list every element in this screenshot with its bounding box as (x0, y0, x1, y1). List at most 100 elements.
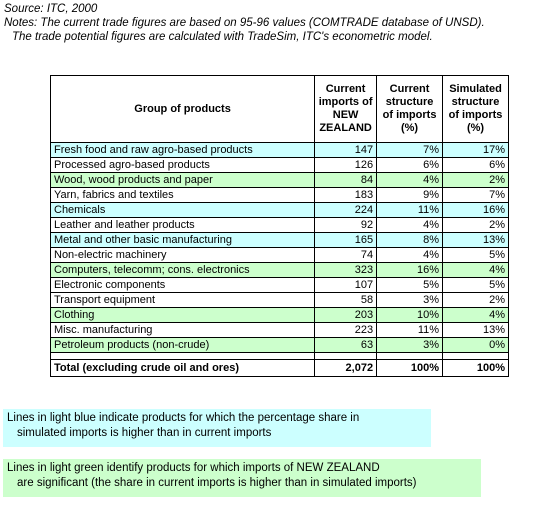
cell-current-share: 5% (376, 277, 444, 293)
cell-product-group: Misc. manufacturing (49, 322, 316, 338)
total-simulated-share: 100% (442, 359, 509, 377)
header-line: Current (389, 83, 430, 95)
header-current-imports: Current imports of NEW ZEALAND (314, 75, 378, 143)
cell-current-imports: 203 (314, 307, 378, 323)
header-line: Current (325, 83, 366, 95)
table-row: Transport equipment 58 3% 2% (49, 292, 509, 308)
cell-current-imports: 74 (314, 247, 378, 263)
cell-product-group: Fresh food and raw agro-based products (49, 142, 316, 158)
header-group-of-products: Group of products (49, 75, 316, 143)
cell-simulated-share: 4% (442, 262, 509, 278)
header-line: Simulated (449, 83, 502, 95)
cell-product-group: Metal and other basic manufacturing (49, 232, 316, 248)
cell-simulated-share: 2% (442, 172, 509, 188)
header-line: imports of (318, 96, 373, 108)
header-line: of imports (448, 109, 503, 121)
cell-current-imports: 58 (314, 292, 378, 308)
legend-blue-line-1: Lines in light blue indicate products fo… (7, 412, 360, 424)
table-row: Wood, wood products and paper 84 4% 2% (49, 172, 509, 188)
cell-simulated-share: 4% (442, 307, 509, 323)
cell-current-imports: 147 (314, 142, 378, 158)
header-line: ZEALAND (319, 122, 372, 134)
cell-simulated-share: 2% (442, 292, 509, 308)
cell-product-group: Wood, wood products and paper (49, 172, 316, 188)
cell-simulated-share: 7% (442, 187, 509, 203)
cell-product-group: Chemicals (49, 202, 316, 218)
cell-current-imports: 223 (314, 322, 378, 338)
legend-green: Lines in light green identify products f… (3, 459, 481, 497)
table-row: Chemicals 224 11% 16% (49, 202, 509, 218)
cell-product-group: Transport equipment (49, 292, 316, 308)
total-current-share: 100% (376, 359, 444, 377)
table-row: Fresh food and raw agro-based products 14… (49, 142, 509, 158)
cell-current-share: 4% (376, 247, 444, 263)
header-line: (%) (400, 122, 419, 134)
cell-product-group: Non-electric machinery (49, 247, 316, 263)
legend-blue-line-2: simulated imports is higher than in curr… (17, 427, 272, 439)
table-total-row: Total (excluding crude oil and ores) 2,0… (49, 359, 509, 377)
cell-current-imports: 183 (314, 187, 378, 203)
cell-simulated-share: 13% (442, 322, 509, 338)
cell-current-imports: 107 (314, 277, 378, 293)
legend-green-line-2: are significant (the share in current im… (17, 477, 417, 489)
table-spacer-row (49, 352, 509, 360)
table-body: Fresh food and raw agro-based products 14… (49, 142, 509, 353)
cell-product-group: Clothing (49, 307, 316, 323)
source-note: Source: ITC, 2000 (4, 3, 98, 15)
cell-product-group: Processed agro-based products (49, 157, 316, 173)
cell-current-imports: 323 (314, 262, 378, 278)
cell-product-group: Electronic components (49, 277, 316, 293)
cell-simulated-share: 6% (442, 157, 509, 173)
cell-current-imports: 92 (314, 217, 378, 233)
header-line: (%) (466, 122, 485, 134)
table-header-row: Group of products Current imports of NEW… (49, 75, 509, 143)
cell-current-share: 4% (376, 172, 444, 188)
cell-current-share: 9% (376, 187, 444, 203)
cell-product-group: Petroleum products (non-crude) (49, 337, 316, 353)
total-label: Total (excluding crude oil and ores) (49, 359, 316, 377)
notes-line-1: Notes: The current trade figures are bas… (4, 17, 485, 29)
header-current-structure: Current structure of imports (%) (376, 75, 444, 143)
cell-current-share: 16% (376, 262, 444, 278)
table-row: Clothing 203 10% 4% (49, 307, 509, 323)
header-line: structure (451, 96, 500, 108)
cell-current-share: 8% (376, 232, 444, 248)
cell-current-share: 4% (376, 217, 444, 233)
cell-simulated-share: 0% (442, 337, 509, 353)
cell-current-share: 3% (376, 337, 444, 353)
table-row: Computers, telecomm; cons. electronics 32… (49, 262, 509, 278)
cell-current-imports: 84 (314, 172, 378, 188)
table-row: Misc. manufacturing 223 11% 13% (49, 322, 509, 338)
cell-current-share: 3% (376, 292, 444, 308)
trade-table: Group of products Current imports of NEW… (49, 75, 509, 377)
cell-current-share: 11% (376, 202, 444, 218)
cell-simulated-share: 5% (442, 277, 509, 293)
header-line: structure (385, 96, 434, 108)
header-simulated-structure: Simulated structure of imports (%) (442, 75, 509, 143)
total-imports: 2,072 (314, 359, 378, 377)
cell-product-group: Computers, telecomm; cons. electronics (49, 262, 316, 278)
cell-current-share: 11% (376, 322, 444, 338)
header-line: NEW (332, 109, 359, 121)
table-row: Yarn, fabrics and textiles 183 9% 7% (49, 187, 509, 203)
cell-current-share: 6% (376, 157, 444, 173)
cell-simulated-share: 5% (442, 247, 509, 263)
table-row: Leather and leather products 92 4% 2% (49, 217, 509, 233)
header-line: of imports (382, 109, 437, 121)
legend-blue: Lines in light blue indicate products fo… (3, 409, 431, 447)
notes-line-2: The trade potential figures are calculat… (12, 31, 433, 43)
cell-simulated-share: 17% (442, 142, 509, 158)
table-row: Non-electric machinery 74 4% 5% (49, 247, 509, 263)
cell-current-imports: 63 (314, 337, 378, 353)
cell-current-share: 10% (376, 307, 444, 323)
legend-green-line-1: Lines in light green identify products f… (7, 462, 380, 474)
cell-current-imports: 224 (314, 202, 378, 218)
cell-simulated-share: 16% (442, 202, 509, 218)
cell-simulated-share: 13% (442, 232, 509, 248)
cell-current-imports: 126 (314, 157, 378, 173)
table-row: Petroleum products (non-crude) 63 3% 0% (49, 337, 509, 353)
cell-simulated-share: 2% (442, 217, 509, 233)
table-row: Metal and other basic manufacturing 165 8%… (49, 232, 509, 248)
cell-current-imports: 165 (314, 232, 378, 248)
notes-block: Source: ITC, 2000 Notes: The current tra… (4, 2, 485, 44)
